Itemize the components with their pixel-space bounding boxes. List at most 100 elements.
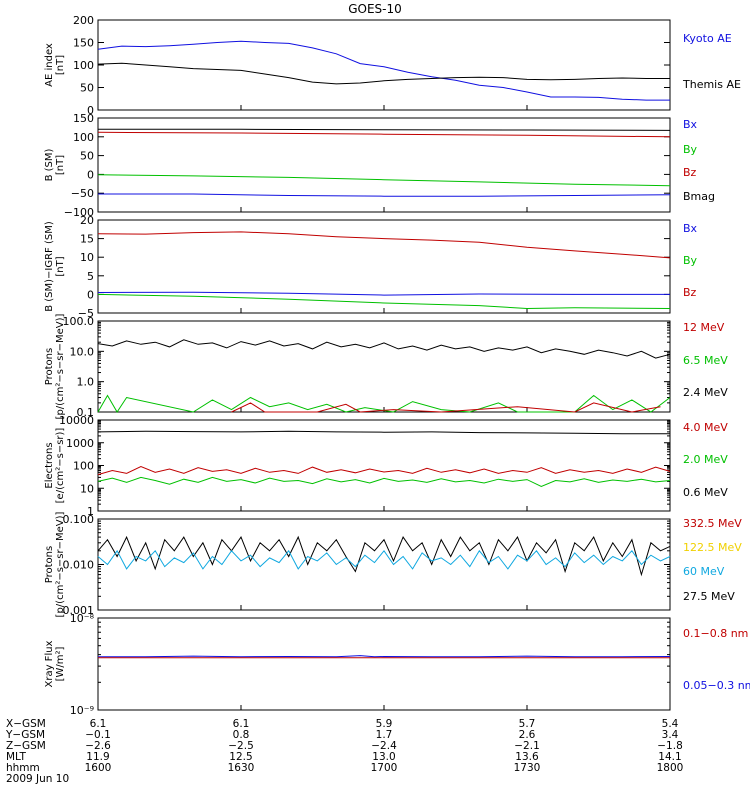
y-tick-label: 10 (80, 482, 94, 495)
y-axis-label: Protons (44, 348, 55, 385)
legend-entry: Kyoto AE (683, 32, 732, 45)
y-tick-label: 20 (80, 214, 94, 227)
y-axis-label: [p/(cm²−s−sr−MeV)] (55, 511, 66, 617)
series-line-4-0-mev (97, 465, 671, 476)
x-row-value: −2.5 (228, 740, 254, 752)
x-row-value: 1730 (514, 762, 541, 774)
series-line-0-05-0-3-nm (98, 655, 671, 658)
x-row-value: 12.5 (229, 751, 252, 763)
legend-entry: 0.6 MeV (683, 486, 728, 499)
x-row-value: 1700 (371, 762, 398, 774)
legend-entry: Bx (683, 118, 698, 131)
y-tick-label: −50 (71, 187, 94, 200)
x-row-label: Z−GSM (6, 740, 46, 752)
y-tick-label: 100 (73, 131, 94, 144)
x-row-value: 13.6 (515, 751, 539, 763)
y-tick-label: 0.1 (77, 406, 95, 419)
x-row-label: X−GSM (6, 718, 46, 730)
series-line-bx (97, 291, 670, 296)
y-tick-label: 10000 (59, 414, 94, 427)
y-tick-label: 200 (73, 14, 94, 27)
series-line-bx (98, 193, 671, 197)
panel-6: 0.001 0.010 0.100 Protons [p/(cm²−s−sr−MeV)]… (44, 511, 742, 617)
series-line-bz (97, 231, 671, 259)
y-tick-label: 0 (87, 104, 94, 117)
date-label: 2009 Jun 10 (6, 773, 69, 785)
y-tick-label: 0.001 (63, 604, 95, 617)
x-row-value: −1.8 (657, 740, 683, 752)
legend-entry: 0.05−0.3 nm (683, 679, 750, 692)
x-row-value: −2.1 (514, 740, 540, 752)
legend-entry: 2.0 MeV (683, 453, 728, 466)
x-row-value: 1.7 (376, 729, 393, 741)
x-row-value: 1630 (228, 762, 255, 774)
figure-title: GOES-10 (348, 2, 402, 16)
x-row-value: 5.9 (376, 718, 393, 730)
x-row-value: 3.4 (662, 729, 679, 741)
y-axis-label: [e/(cm²−s−sr)] (55, 428, 66, 504)
y-axis-label: [nT] (55, 55, 66, 75)
panel-frame (97, 117, 671, 213)
panel-frame (97, 19, 671, 111)
x-row-value: 6.1 (233, 718, 250, 730)
y-axis-label: Xray Flux (44, 640, 55, 687)
y-tick-label: 100 (73, 59, 94, 72)
series-line-2-4-mev (97, 339, 671, 359)
series-line-by (97, 293, 671, 310)
panel-frame (97, 320, 671, 413)
y-axis-label: [p/(cm²−s−sr−MeV)] (55, 313, 66, 419)
series-line-60-mev (97, 549, 671, 570)
series-line-by (97, 174, 671, 187)
y-tick-label: 50 (80, 150, 94, 163)
y-axis-label: [W/m²] (55, 646, 66, 681)
y-axis-label: Protons (44, 546, 55, 583)
y-tick-label: 1000 (66, 437, 94, 450)
y-tick-label: −100 (64, 206, 94, 219)
y-tick-label: 100 (73, 460, 94, 473)
y-tick-label: 150 (73, 112, 94, 125)
x-row-value: 5.7 (519, 718, 536, 730)
y-axis-label: AE index (44, 43, 55, 87)
x-row-value: 5.4 (662, 718, 679, 730)
y-axis-label: Electrons (44, 442, 55, 488)
y-axis-label: [nT] (55, 256, 66, 276)
x-row-value: 13.0 (372, 751, 395, 763)
x-row-label: MLT (6, 751, 26, 763)
y-tick-label: 15 (80, 233, 94, 246)
panel-2: −100 −50 0 50 100 150 B (SM) [nT] Bx By Bz Bmag (44, 112, 715, 219)
x-row-value: 11.9 (86, 751, 109, 763)
panel-3: −5 0 5 10 15 20 B (SM)−IGRF (SM) [nT] Bx By Bz (44, 214, 698, 320)
legend-entry: 0.1−0.8 nm (683, 627, 748, 640)
series-line-12-mev (231, 402, 661, 413)
y-tick-label: 0 (87, 168, 94, 181)
legend-entry: Bmag (683, 190, 715, 203)
legend-entry: Bz (683, 286, 697, 299)
legend-entry: Bz (683, 166, 697, 179)
series-line-themis-ae (97, 62, 670, 85)
series-line-kyoto-ae (97, 40, 670, 101)
legend-entry: Themis AE (682, 78, 741, 91)
series-line-27-5-mev (97, 535, 671, 577)
y-tick-label: 1.0 (77, 376, 95, 389)
legend-entry: 122.5 MeV (683, 541, 742, 554)
x-row-label: Y−GSM (5, 729, 45, 741)
y-tick-label: 10 (80, 251, 94, 264)
x-row-value: 2.6 (519, 729, 536, 741)
x-row-value: 0.8 (233, 729, 250, 741)
legend-entry: 4.0 MeV (683, 421, 728, 434)
y-tick-label: 100.0 (63, 315, 95, 328)
legend-entry: Bx (683, 222, 698, 235)
panel-1: 0 50 100 150 200 AE index [nT] Kyoto AE Themis A… (44, 14, 741, 117)
y-tick-label: 0 (87, 288, 94, 301)
series-line-0-6-mev (97, 430, 670, 435)
y-tick-label: 0.010 (63, 559, 95, 572)
legend-entry: 27.5 MeV (683, 590, 735, 603)
legend-entry: By (683, 143, 698, 156)
y-tick-label: 50 (80, 82, 94, 95)
series-line-2-0-mev (97, 476, 671, 487)
legend-entry: 332.5 MeV (683, 517, 742, 530)
y-axis-label: [nT] (55, 155, 66, 175)
panel-5: 1 10 100 1000 10000 Electrons [e/(cm²−s−sr)] 4.… (44, 414, 728, 518)
y-tick-label: 0.100 (63, 513, 95, 526)
